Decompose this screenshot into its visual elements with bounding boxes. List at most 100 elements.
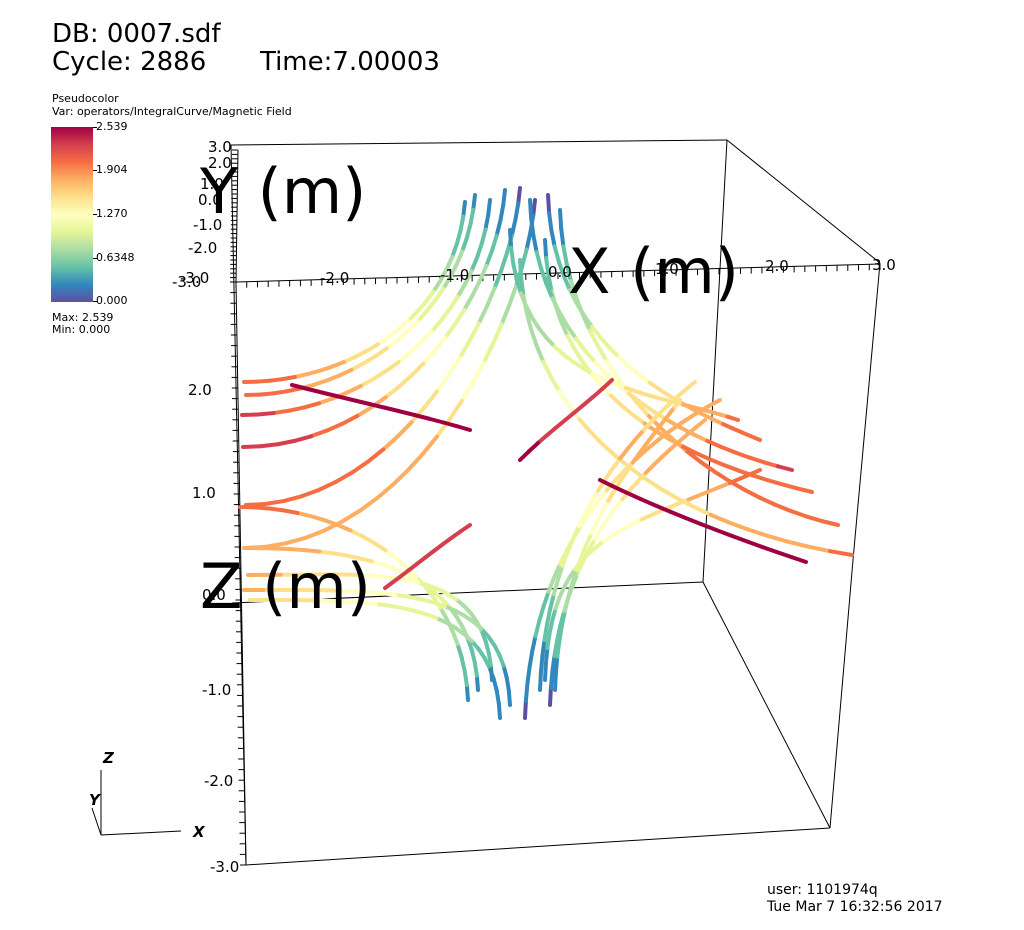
- field-line-segment: [381, 434, 400, 452]
- field-line-segment: [486, 198, 492, 217]
- field-line-segment: [630, 412, 647, 426]
- field-line-segment: [537, 604, 546, 623]
- field-line-segment: [380, 574, 398, 581]
- field-line-segment: [438, 307, 452, 323]
- field-line-segment: [498, 203, 506, 223]
- field-line-segment: [667, 420, 684, 434]
- legend-tick-label: 1.904: [96, 163, 128, 176]
- field-line-segment: [350, 398, 371, 406]
- field-line-segment: [330, 598, 350, 604]
- field-line-segment: [406, 594, 424, 602]
- field-line-segment: [424, 298, 438, 314]
- field-line-segment: [415, 300, 428, 314]
- field-line-segment: [365, 342, 381, 353]
- field-line-segment: [408, 340, 424, 355]
- field-line-segment: [552, 244, 561, 264]
- field-line-segment: [589, 520, 599, 536]
- field-line-segment: [472, 659, 479, 678]
- field-line-segment: [394, 556, 409, 570]
- field-line-segment: [589, 324, 603, 340]
- field-line-segment: [454, 228, 463, 247]
- field-line-segment: [471, 193, 477, 212]
- field-line-segment: [504, 675, 511, 693]
- field-line-segment: [303, 528, 327, 540]
- field-line-segment: [303, 548, 322, 554]
- legend-tickmark: [93, 170, 97, 171]
- field-line-segment: [541, 359, 553, 379]
- field-line-segment: [470, 278, 482, 298]
- field-line-segment: [685, 449, 704, 465]
- field-line-segment: [509, 217, 518, 239]
- field-line-segment: [322, 519, 345, 533]
- field-line-segment: [579, 511, 592, 528]
- field-line-segment: [557, 623, 564, 643]
- field-line-segment: [335, 394, 355, 402]
- field-line-segment: [699, 460, 718, 475]
- field-line-segment: [560, 550, 570, 568]
- box-edge: [829, 559, 854, 829]
- field-line-segment: [469, 647, 477, 664]
- field-line-segment: [722, 463, 741, 473]
- field-line-segment: [396, 373, 414, 389]
- field-line-segment: [611, 484, 629, 495]
- field-line-segment: [552, 561, 563, 580]
- database-label: DB: 0007.sdf: [52, 19, 221, 49]
- box-edge: [702, 581, 831, 829]
- field-line-segment: [533, 618, 542, 639]
- field-line-segment: [617, 355, 631, 369]
- field-line-segment: [373, 346, 389, 359]
- field-line-segment: [530, 315, 541, 331]
- field-line-segment: [672, 398, 682, 410]
- field-line-segment: [349, 361, 366, 372]
- field-line-segment: [453, 307, 467, 327]
- field-line-segment: [358, 496, 380, 513]
- field-line-segment: [348, 528, 365, 539]
- field-line-segment: [387, 603, 405, 610]
- x-tick-label: 2.0: [765, 257, 789, 275]
- field-line-segment: [275, 438, 297, 447]
- field-line-segment: [531, 233, 539, 255]
- field-line-segment: [626, 364, 642, 377]
- field-line-segment: [518, 449, 532, 462]
- x-tick-label: 1.0: [655, 260, 679, 278]
- field-line-segment: [759, 544, 779, 555]
- field-line-segment: [477, 263, 489, 283]
- field-line-segment: [524, 311, 534, 332]
- field-line-segment: [751, 473, 770, 483]
- field-line-segment: [570, 567, 579, 586]
- field-line-segment: [536, 326, 549, 340]
- field-line-segment: [382, 405, 402, 414]
- field-line-segment: [263, 499, 286, 506]
- field-line-segment: [775, 464, 794, 472]
- field-line-segment: [359, 600, 378, 606]
- field-line-segment: [309, 428, 329, 439]
- field-line-segment: [541, 589, 551, 609]
- field-line-segment: [469, 255, 480, 274]
- field-line-segment: [364, 589, 384, 596]
- field-line-segment: [454, 249, 465, 267]
- field-line-segment: [565, 333, 577, 352]
- field-line-segment: [539, 266, 549, 286]
- field-line-segment: [459, 655, 467, 673]
- field-line-segment: [441, 274, 453, 291]
- z-axis-line: [235, 281, 247, 866]
- field-line-segment: [708, 457, 727, 468]
- field-line-segment: [646, 393, 663, 401]
- field-line-segment: [551, 577, 560, 597]
- field-line-segment: [543, 661, 548, 682]
- field-line-segment: [558, 208, 564, 231]
- legend-tickmark: [93, 258, 97, 259]
- field-line-segment: [519, 276, 526, 298]
- field-line-segment: [468, 207, 476, 227]
- z-tick-label: -1.0: [202, 681, 231, 699]
- field-line-segment: [373, 601, 392, 608]
- legend-tick-label: 1.270: [96, 207, 128, 220]
- field-line-segment: [383, 384, 401, 400]
- field-line-segment: [557, 389, 571, 408]
- field-line-segment: [574, 555, 584, 572]
- field-line-segment: [311, 378, 329, 387]
- field-line-segment: [820, 519, 840, 527]
- field-line-segment: [367, 573, 385, 579]
- z-tick-label: -3.0: [210, 858, 239, 876]
